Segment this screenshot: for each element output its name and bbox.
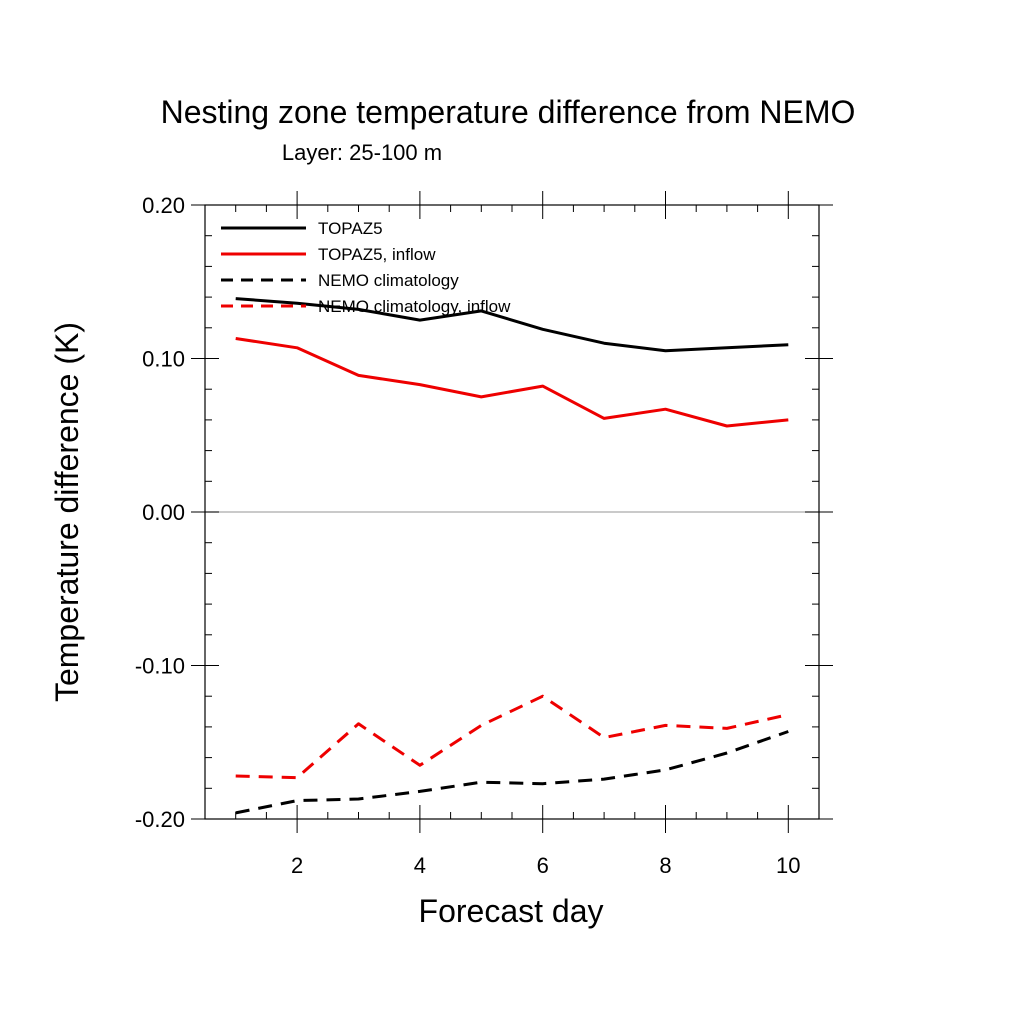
legend-label-1: TOPAZ5: [318, 219, 383, 238]
series-line-2: [235, 337, 789, 428]
chart-subtitle: Layer: 25-100 m: [282, 140, 442, 165]
x-tick-label: 8: [659, 853, 671, 878]
chart-title: Nesting zone temperature difference from…: [161, 94, 856, 130]
y-axis-label: Temperature difference (K): [49, 322, 85, 702]
legend-label-4: NEMO climatology, inflow: [318, 297, 511, 316]
legend: TOPAZ5 TOPAZ5, inflow NEMO climatology NEMO…: [221, 219, 511, 316]
x-tick-label: 10: [776, 853, 800, 878]
y-tick-label: -0.20: [135, 807, 185, 832]
y-tick-label: -0.10: [135, 654, 185, 679]
y-tick-label: 0.00: [142, 500, 185, 525]
legend-label-3: NEMO climatology: [318, 271, 459, 290]
series-line-1: [235, 297, 789, 353]
series-line-3: [235, 730, 789, 815]
x-axis-label: Forecast day: [419, 893, 604, 929]
y-tick-label: 0.10: [142, 347, 185, 372]
y-tick-label: 0.20: [142, 193, 185, 218]
x-tick-label: 4: [414, 853, 426, 878]
x-tick-label: 2: [291, 853, 303, 878]
x-tick-label: 6: [537, 853, 549, 878]
series-line-4: [235, 694, 789, 780]
legend-label-2: TOPAZ5, inflow: [318, 245, 436, 264]
